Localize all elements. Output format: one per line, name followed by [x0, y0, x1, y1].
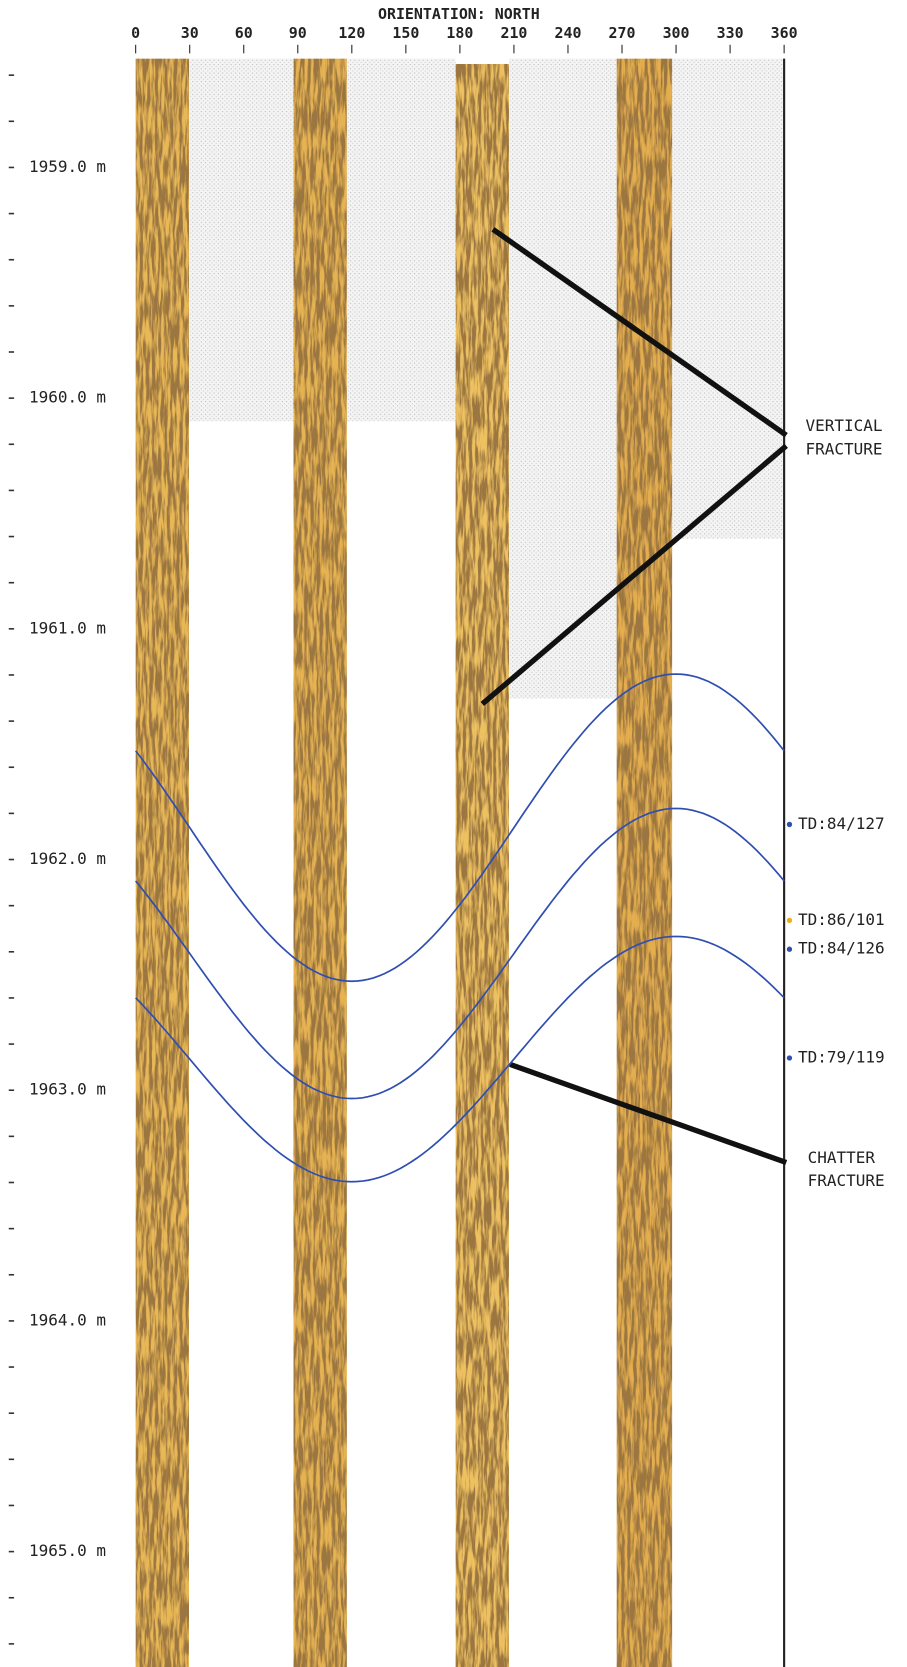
annotation: VERTICAL	[805, 416, 882, 435]
fracture-label: TD:79/119	[798, 1048, 885, 1067]
orientation-tick-label: 270	[609, 24, 636, 42]
orientation-tick-label: 360	[771, 24, 798, 42]
orientation-tick-label: 0	[131, 24, 140, 42]
fracture-label: TD:84/127	[798, 814, 885, 833]
annotation: FRACTURE	[808, 1171, 885, 1190]
depth-label: 1961.0 m	[29, 618, 106, 637]
fracture-marker	[787, 1055, 792, 1060]
depth-label: 1959.0 m	[29, 157, 106, 176]
orientation-tick-label: 240	[554, 24, 581, 42]
orientation-tick-label: 90	[289, 24, 307, 42]
fracture-marker	[787, 947, 792, 952]
title: ORIENTATION: NORTH	[378, 5, 540, 23]
borehole-image-log: ORIENTATION: NORTH VERTICAL FRACTURE CHA…	[0, 0, 907, 1667]
orientation-tick-label: 120	[338, 24, 365, 42]
orientation-tick-label: 60	[235, 24, 253, 42]
orientation-tick-label: 150	[392, 24, 419, 42]
fracture-label: TD:84/126	[798, 939, 885, 958]
fracture-label: TD:86/101	[798, 910, 885, 929]
orientation-tick-label: 210	[500, 24, 527, 42]
depth-label: 1960.0 m	[29, 388, 106, 407]
annotation: FRACTURE	[805, 440, 882, 459]
page: ORIENTATION: NORTH VERTICAL FRACTURE CHA…	[0, 0, 907, 1667]
depth-label: 1964.0 m	[29, 1310, 106, 1329]
orientation-tick-label: 30	[181, 24, 199, 42]
depth-label: 1965.0 m	[29, 1541, 106, 1560]
annotation: CHATTER	[808, 1148, 876, 1167]
fracture-marker	[787, 918, 792, 923]
depth-label: 1963.0 m	[29, 1080, 106, 1099]
orientation-tick-label: 300	[663, 24, 690, 42]
fracture-marker	[787, 822, 792, 827]
orientation-tick-label: 330	[717, 24, 744, 42]
orientation-tick-label: 180	[446, 24, 473, 42]
depth-label: 1962.0 m	[29, 849, 106, 868]
